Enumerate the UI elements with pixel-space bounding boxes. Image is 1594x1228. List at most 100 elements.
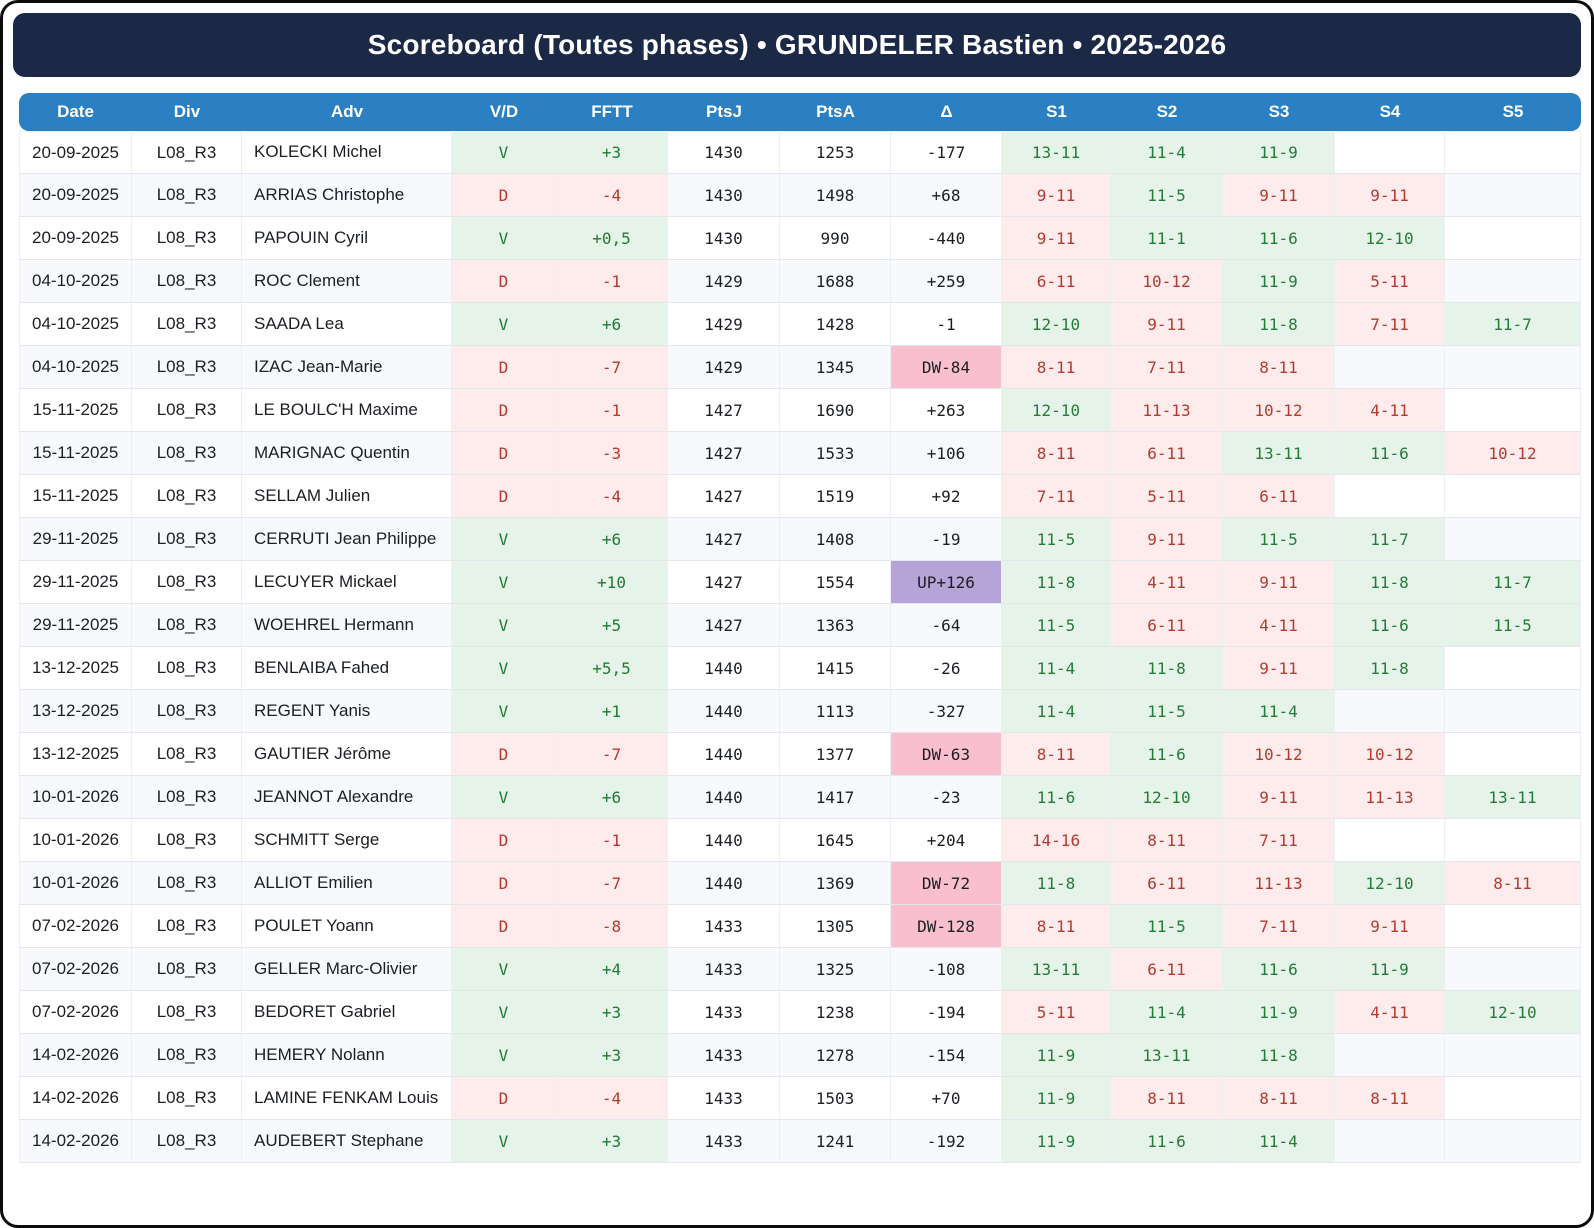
cell-set-s2: 5-11 [1111,475,1223,518]
cell-fftt: +3 [556,1034,668,1077]
cell-adv: ARRIAS Christophe [242,174,452,217]
cell-adv: ROC Clement [242,260,452,303]
cell-set-s4: 11-9 [1335,948,1445,991]
scoreboard-table-wrap: Date Div Adv V/D FFTT PtsJ PtsA Δ S1 S2 S3 S4 S5 20-… [19,93,1581,1163]
column-header-ptsj: PtsJ [668,93,780,131]
cell-fftt: +3 [556,991,668,1034]
cell-set-s2: 6-11 [1111,948,1223,991]
cell-adv: PAPOUIN Cyril [242,217,452,260]
cell-ptsa: 1519 [780,475,891,518]
cell-date: 29-11-2025 [19,561,132,604]
cell-delta: -19 [891,518,1002,561]
cell-set-s5 [1445,475,1581,518]
cell-div: L08_R3 [132,991,242,1034]
cell-vd: V [452,561,556,604]
cell-set-s2: 6-11 [1111,604,1223,647]
cell-set-s5 [1445,690,1581,733]
cell-set-s5 [1445,174,1581,217]
table-body: 20-09-2025 L08_R3 KOLECKI Michel V +3 1430 125… [19,131,1581,1163]
cell-vd: V [452,690,556,733]
cell-set-s4: 9-11 [1335,174,1445,217]
cell-set-s2: 11-8 [1111,647,1223,690]
cell-set-s3: 9-11 [1223,776,1335,819]
cell-set-s5 [1445,1034,1581,1077]
cell-adv: LAMINE FENKAM Louis [242,1077,452,1120]
cell-adv: MARIGNAC Quentin [242,432,452,475]
cell-set-s1: 9-11 [1002,217,1111,260]
cell-set-s3: 11-5 [1223,518,1335,561]
cell-ptsa: 1408 [780,518,891,561]
cell-delta: -440 [891,217,1002,260]
cell-ptsj: 1433 [668,905,780,948]
cell-set-s1: 11-8 [1002,561,1111,604]
title-band: Scoreboard (Toutes phases) • GRUNDELER B… [13,13,1581,77]
cell-delta: +92 [891,475,1002,518]
cell-set-s2: 8-11 [1111,819,1223,862]
cell-ptsa: 1417 [780,776,891,819]
cell-ptsj: 1429 [668,346,780,389]
cell-ptsj: 1433 [668,1034,780,1077]
cell-div: L08_R3 [132,389,242,432]
cell-set-s5 [1445,905,1581,948]
cell-adv: KOLECKI Michel [242,131,452,174]
scoreboard-table: Date Div Adv V/D FFTT PtsJ PtsA Δ S1 S2 S3 S4 S5 20-… [19,93,1581,1163]
cell-delta: -154 [891,1034,1002,1077]
cell-fftt: -4 [556,174,668,217]
table-row: 14-02-2026 L08_R3 LAMINE FENKAM Louis D -4 14… [19,1077,1581,1120]
cell-div: L08_R3 [132,217,242,260]
cell-set-s2: 11-4 [1111,991,1223,1034]
cell-vd: D [452,905,556,948]
cell-ptsa: 1238 [780,991,891,1034]
cell-vd: V [452,1120,556,1163]
cell-set-s3: 11-4 [1223,1120,1335,1163]
cell-fftt: +10 [556,561,668,604]
cell-div: L08_R3 [132,776,242,819]
cell-ptsj: 1430 [668,131,780,174]
cell-date: 29-11-2025 [19,604,132,647]
table-row: 13-12-2025 L08_R3 GAUTIER Jérôme D -7 1440 137… [19,733,1581,776]
table-row: 07-02-2026 L08_R3 GELLER Marc-Olivier V +4 14… [19,948,1581,991]
cell-ptsa: 1278 [780,1034,891,1077]
cell-ptsa: 1645 [780,819,891,862]
cell-vd: D [452,862,556,905]
cell-adv: AUDEBERT Stephane [242,1120,452,1163]
cell-set-s3: 11-9 [1223,131,1335,174]
cell-set-s3: 6-11 [1223,475,1335,518]
cell-date: 13-12-2025 [19,647,132,690]
cell-set-s2: 9-11 [1111,303,1223,346]
cell-ptsj: 1427 [668,475,780,518]
cell-ptsa: 1363 [780,604,891,647]
cell-vd: V [452,991,556,1034]
cell-set-s3: 13-11 [1223,432,1335,475]
cell-date: 10-01-2026 [19,776,132,819]
cell-set-s1: 13-11 [1002,948,1111,991]
cell-vd: D [452,260,556,303]
cell-set-s5: 11-7 [1445,561,1581,604]
cell-div: L08_R3 [132,1120,242,1163]
cell-set-s2: 11-13 [1111,389,1223,432]
cell-ptsa: 1241 [780,1120,891,1163]
cell-vd: D [452,819,556,862]
cell-fftt: +3 [556,1120,668,1163]
column-header-s1: S1 [1002,93,1111,131]
cell-fftt: -1 [556,389,668,432]
cell-set-s3: 11-9 [1223,260,1335,303]
cell-set-s5 [1445,819,1581,862]
cell-set-s2: 8-11 [1111,1077,1223,1120]
cell-ptsj: 1427 [668,432,780,475]
cell-delta: -23 [891,776,1002,819]
cell-adv: IZAC Jean-Marie [242,346,452,389]
cell-fftt: +4 [556,948,668,991]
cell-adv: POULET Yoann [242,905,452,948]
cell-set-s3: 11-6 [1223,948,1335,991]
cell-ptsa: 1498 [780,174,891,217]
cell-fftt: +5,5 [556,647,668,690]
cell-div: L08_R3 [132,346,242,389]
cell-set-s2: 11-6 [1111,1120,1223,1163]
table-row: 29-11-2025 L08_R3 CERRUTI Jean Philippe V +6… [19,518,1581,561]
cell-delta: -327 [891,690,1002,733]
table-row: 15-11-2025 L08_R3 SELLAM Julien D -4 1427 1519… [19,475,1581,518]
column-header-s4: S4 [1335,93,1445,131]
cell-adv: BENLAIBA Fahed [242,647,452,690]
cell-adv: ALLIOT Emilien [242,862,452,905]
